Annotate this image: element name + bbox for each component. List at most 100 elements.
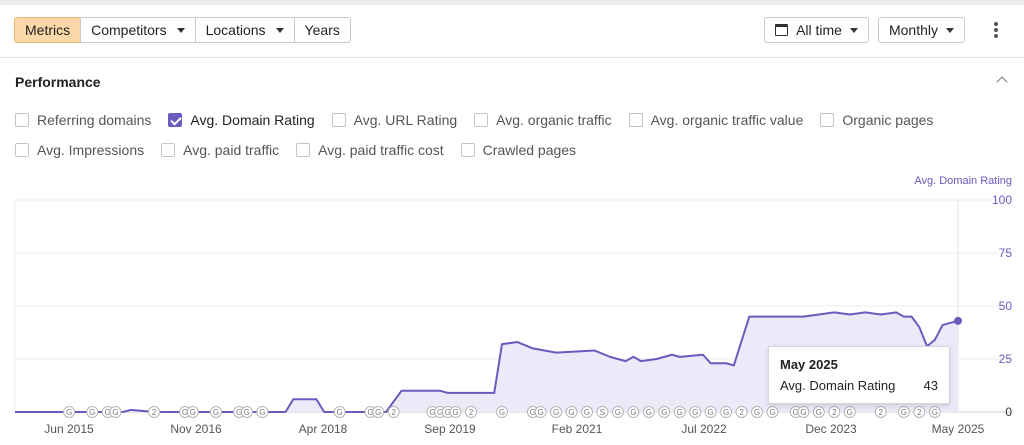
checkbox-avg-organic-traffic[interactable]: Avg. organic traffic <box>474 112 612 128</box>
checkbox-label: Avg. organic traffic <box>496 112 612 128</box>
tooltip-value: 43 <box>923 378 938 393</box>
top-strip <box>0 0 1024 5</box>
checkbox-avg-url-rating[interactable]: Avg. URL Rating <box>331 112 458 128</box>
event-marker <box>673 406 686 418</box>
tab-label: Locations <box>205 22 266 38</box>
tooltip-date: May 2025 <box>780 357 838 372</box>
event-marker <box>735 406 748 418</box>
event-marker <box>449 406 462 418</box>
checkbox-label: Avg. paid traffic <box>183 142 280 158</box>
event-marker-label: G <box>901 408 907 417</box>
event-marker <box>109 406 122 418</box>
event-marker-label: G <box>530 408 536 417</box>
section-title: Performance <box>15 74 101 90</box>
tab-years[interactable]: Years <box>293 17 351 43</box>
event-marker <box>333 406 346 418</box>
checkbox-label: Avg. Impressions <box>37 142 145 158</box>
event-marker-label: 2 <box>917 408 922 417</box>
caret-down-icon <box>275 27 284 33</box>
event-marker <box>720 406 733 418</box>
view-tabs: Metrics Competitors Locations Years <box>14 17 351 43</box>
x-tick-label: Feb 2021 <box>552 422 603 436</box>
event-marker-label: G <box>337 408 343 417</box>
metric-checkboxes-row-1: Referring domains Avg. Domain Rating Avg… <box>15 112 950 128</box>
event-marker-label: G <box>754 408 760 417</box>
event-marker-label: G <box>769 408 775 417</box>
checkbox-box[interactable] <box>161 143 176 157</box>
checkbox-crawled-pages[interactable]: Crawled pages <box>460 142 577 158</box>
event-marker-label: G <box>244 408 250 417</box>
date-range-dropdown[interactable]: All time <box>764 17 869 43</box>
event-marker-label: G <box>692 408 698 417</box>
event-marker-label: G <box>661 408 667 417</box>
event-marker <box>897 406 910 418</box>
interval-dropdown[interactable]: Monthly <box>877 17 965 43</box>
checkbox-label: Crawled pages <box>482 142 577 158</box>
caret-down-icon <box>176 27 185 33</box>
checkbox-label: Avg. Domain Rating <box>190 112 315 128</box>
x-tick-label: Sep 2019 <box>424 422 476 436</box>
checkbox-box[interactable] <box>168 113 183 127</box>
tab-locations[interactable]: Locations <box>194 17 295 43</box>
event-marker <box>465 406 478 418</box>
checkbox-box[interactable] <box>331 113 346 127</box>
checkbox-referring-domains[interactable]: Referring domains <box>15 112 151 128</box>
event-marker <box>534 406 547 418</box>
checkbox-box[interactable] <box>15 113 29 127</box>
checkbox-avg-impressions[interactable]: Avg. Impressions <box>15 142 144 158</box>
divider <box>0 57 1024 58</box>
event-marker-label: G <box>646 408 652 417</box>
checkbox-box[interactable] <box>474 113 489 127</box>
checkbox-box[interactable] <box>296 143 311 157</box>
event-marker-label: 2 <box>152 408 157 417</box>
event-marker-label: 2 <box>832 408 837 417</box>
event-marker <box>913 406 926 418</box>
checkbox-box[interactable] <box>628 113 643 127</box>
event-marker <box>928 406 941 418</box>
event-marker-label: G <box>723 408 729 417</box>
data-point <box>954 316 962 325</box>
event-marker <box>611 406 624 418</box>
y-tick-label: 75 <box>999 246 1013 260</box>
chevron-up-icon[interactable] <box>996 74 1008 86</box>
event-marker-label: G <box>800 408 806 417</box>
event-marker <box>812 406 825 418</box>
checkbox-box[interactable] <box>15 143 29 157</box>
metric-checkboxes-row-2: Avg. Impressions Avg. paid traffic Avg. … <box>15 142 593 158</box>
checkbox-avg-paid-traffic[interactable]: Avg. paid traffic <box>161 142 279 158</box>
x-tick-label: Dec 2023 <box>805 422 857 436</box>
checkbox-avg-paid-traffic-cost[interactable]: Avg. paid traffic cost <box>296 142 444 158</box>
more-vertical-icon[interactable] <box>988 20 1004 40</box>
tab-label: Competitors <box>91 22 167 38</box>
event-marker <box>843 406 856 418</box>
checkbox-avg-organic-traffic-value[interactable]: Avg. organic traffic value <box>628 112 803 128</box>
event-marker <box>580 406 593 418</box>
checkbox-box[interactable] <box>460 143 475 157</box>
checkbox-organic-pages[interactable]: Organic pages <box>820 112 933 128</box>
event-marker-label: G <box>630 408 636 417</box>
tab-label: Metrics <box>25 22 71 38</box>
tab-label: Years <box>304 22 340 38</box>
checkbox-avg-domain-rating[interactable]: Avg. Domain Rating <box>168 112 315 128</box>
y-tick-label: 100 <box>992 193 1012 207</box>
checkbox-box[interactable] <box>820 113 835 127</box>
event-marker <box>596 406 609 418</box>
caret-down-icon <box>946 27 954 33</box>
event-marker-label: 2 <box>878 408 883 417</box>
event-marker-label: G <box>213 408 219 417</box>
event-marker <box>874 406 887 418</box>
tab-competitors[interactable]: Competitors <box>80 17 196 43</box>
event-marker-label: G <box>584 408 590 417</box>
tab-metrics[interactable]: Metrics <box>14 17 82 43</box>
event-marker-label: G <box>429 408 435 417</box>
event-marker <box>828 406 841 418</box>
caret-down-icon <box>849 27 858 33</box>
event-marker <box>63 406 76 418</box>
checkbox-label: Avg. URL Rating <box>353 112 458 128</box>
event-marker-label: G <box>112 408 118 417</box>
event-marker <box>766 406 779 418</box>
x-tick-label: Apr 2018 <box>299 422 348 436</box>
x-tick-label: May 2025 <box>932 422 985 436</box>
y-tick-label: 0 <box>1005 405 1012 419</box>
